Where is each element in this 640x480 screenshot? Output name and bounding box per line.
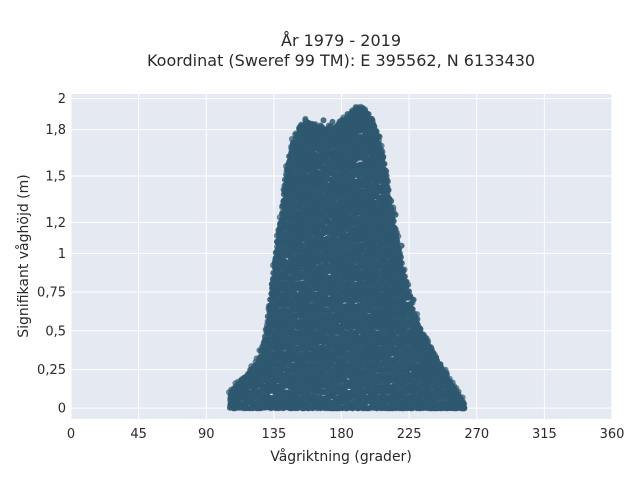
scatter-points [226, 103, 468, 412]
chart-title-line1: År 1979 - 2019 [281, 31, 401, 50]
chart-title-line2: Koordinat (Sweref 99 TM): E 395562, N 61… [147, 51, 535, 70]
